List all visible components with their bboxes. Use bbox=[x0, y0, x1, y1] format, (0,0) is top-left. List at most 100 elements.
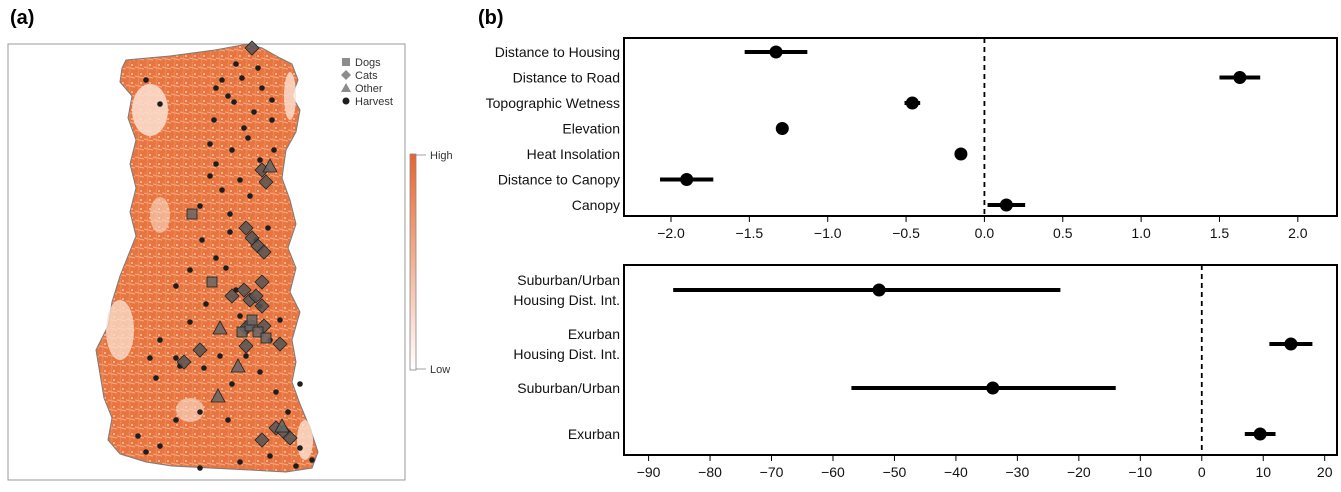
harvest-point bbox=[157, 443, 163, 449]
cat-point bbox=[192, 342, 208, 358]
x-tick-label: −80 bbox=[698, 464, 722, 480]
harvest-point bbox=[271, 147, 277, 153]
cat-point bbox=[256, 244, 272, 260]
coef-row: Distance to Canopy bbox=[498, 172, 714, 188]
x-tick-label: −30 bbox=[1006, 464, 1030, 480]
harvest-point bbox=[173, 417, 179, 423]
coef-row: Exurban Housing Dist. Int. bbox=[513, 326, 1313, 362]
x-tick-label: −50 bbox=[883, 464, 907, 480]
harvest-point bbox=[237, 313, 243, 319]
legend-item-cats: Cats bbox=[341, 70, 378, 82]
plot-frame bbox=[623, 264, 1338, 456]
dog-point bbox=[186, 208, 198, 220]
other-point bbox=[210, 388, 226, 403]
panel-b-label: (b) bbox=[478, 7, 504, 29]
category-label: Distance to Canopy bbox=[498, 172, 620, 188]
harvest-point bbox=[255, 65, 261, 71]
harvest-point bbox=[293, 463, 299, 469]
legend-triangle-icon bbox=[341, 83, 351, 92]
coef-row: Distance to Road bbox=[513, 70, 1261, 86]
harvest-point bbox=[241, 125, 247, 131]
x-tick-label: −1.5 bbox=[736, 225, 764, 241]
harvest-point bbox=[269, 117, 275, 123]
x-tick-label: 0.5 bbox=[1053, 225, 1073, 241]
harvest-point bbox=[277, 317, 283, 323]
coef-row: Canopy bbox=[572, 197, 1026, 213]
harvest-point bbox=[207, 173, 213, 179]
coef-row: Distance to Housing bbox=[495, 44, 808, 60]
estimate-point bbox=[1284, 337, 1298, 351]
map bbox=[95, 40, 319, 473]
color-scale: High Low bbox=[409, 150, 453, 376]
harvest-point bbox=[211, 117, 217, 123]
coef-row: Heat Insolation bbox=[527, 146, 968, 162]
harvest-point bbox=[257, 369, 263, 375]
harvest-point bbox=[147, 355, 153, 361]
cat-point bbox=[244, 40, 260, 56]
estimate-point bbox=[999, 198, 1013, 212]
x-tick-label: −1.0 bbox=[814, 225, 842, 241]
coefficient-plot-bottom: −90 −80 −70 −60 −50 −40 −30 −20 −10 0 10 20 Suburban… bbox=[513, 264, 1338, 480]
harvest-point bbox=[229, 381, 235, 387]
harvest-point bbox=[201, 365, 207, 371]
harvest-point bbox=[243, 353, 249, 359]
map-points bbox=[135, 40, 315, 471]
harvest-point bbox=[227, 211, 233, 217]
x-tick-label: −10 bbox=[1128, 464, 1152, 480]
legend-diamond-icon bbox=[341, 70, 351, 80]
coef-row: Suburban/Urban bbox=[517, 380, 1116, 396]
legend-label: Cats bbox=[355, 70, 378, 82]
other-point bbox=[274, 418, 290, 433]
harvest-point bbox=[207, 141, 213, 147]
harvest-point bbox=[267, 453, 273, 459]
harvest-point bbox=[219, 187, 225, 193]
harvest-point bbox=[265, 225, 271, 231]
harvest-point bbox=[231, 99, 237, 105]
panel-a-label: (a) bbox=[10, 7, 34, 29]
harvest-point bbox=[225, 417, 231, 423]
cat-point bbox=[254, 432, 270, 448]
x-tick-label: −2.0 bbox=[657, 225, 685, 241]
x-tick-label: −40 bbox=[944, 464, 968, 480]
harvest-point bbox=[309, 457, 315, 463]
estimate-point bbox=[1253, 427, 1267, 441]
x-tick-label: −90 bbox=[637, 464, 661, 480]
light-terrain-patches bbox=[106, 72, 313, 460]
harvest-point bbox=[157, 101, 163, 107]
harvest-point bbox=[213, 85, 219, 91]
legend-square-icon bbox=[342, 58, 350, 66]
harvest-point bbox=[237, 177, 243, 183]
harvest-point bbox=[247, 193, 253, 199]
coef-row: Elevation bbox=[562, 121, 789, 137]
cat-point bbox=[272, 336, 288, 352]
harvest-point bbox=[197, 465, 203, 471]
legend-circle-icon bbox=[342, 97, 350, 105]
harvest-point bbox=[173, 355, 179, 361]
cat-point bbox=[238, 220, 254, 236]
plot-frame bbox=[623, 37, 1338, 217]
category-label: Elevation bbox=[562, 121, 620, 137]
legend-item-dogs: Dogs bbox=[342, 57, 381, 69]
x-tick-label: −70 bbox=[760, 464, 784, 480]
estimate-point bbox=[775, 122, 789, 135]
category-label: Exurban bbox=[568, 426, 620, 442]
harvest-point bbox=[245, 135, 251, 141]
harvest-point bbox=[273, 389, 279, 395]
harvest-point bbox=[227, 229, 233, 235]
harvest-point bbox=[269, 97, 275, 103]
harvest-point bbox=[203, 301, 209, 307]
x-tick-label: −20 bbox=[1067, 464, 1091, 480]
other-point bbox=[212, 320, 228, 335]
color-scale-bar bbox=[409, 153, 417, 371]
legend-item-other: Other bbox=[341, 83, 383, 95]
harvest-point bbox=[153, 375, 159, 381]
harvest-point bbox=[259, 85, 265, 91]
legend-item-harvest: Harvest bbox=[342, 96, 393, 108]
legend-label: Dogs bbox=[355, 57, 381, 69]
cat-point bbox=[248, 288, 264, 304]
harvest-point bbox=[173, 283, 179, 289]
harvest-point bbox=[213, 255, 219, 261]
harvest-point bbox=[239, 75, 245, 81]
